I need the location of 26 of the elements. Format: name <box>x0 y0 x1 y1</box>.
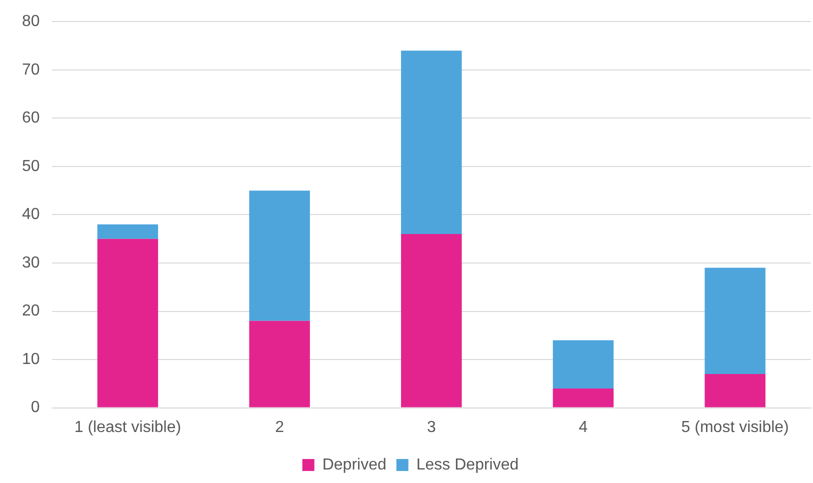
y-tick-label: 30 <box>22 254 40 272</box>
y-tick-label: 60 <box>22 110 40 127</box>
bar <box>401 50 462 234</box>
bar <box>552 340 614 388</box>
x-tick-label: 4 <box>578 418 588 436</box>
x-tick-label: 2 <box>275 418 284 436</box>
x-tick-label: 1 (least visible) <box>74 418 182 436</box>
bar <box>249 320 310 408</box>
y-tick-label: 10 <box>22 350 40 368</box>
y-tick-label: 70 <box>22 61 40 78</box>
x-tick-label: 3 <box>426 418 436 436</box>
bar <box>97 238 158 408</box>
bar <box>249 190 310 321</box>
x-tick-label: 5 (most visible) <box>681 418 789 436</box>
legend-label: Less Deprived <box>416 456 519 474</box>
y-tick-label: 40 <box>22 206 40 224</box>
y-tick-label: 20 <box>22 302 40 320</box>
legend-label: Deprived <box>322 456 386 474</box>
bar <box>704 374 766 408</box>
bar <box>97 224 158 239</box>
bar <box>552 388 614 408</box>
y-tick-label: 50 <box>22 158 40 175</box>
y-tick-label: 80 <box>22 13 40 30</box>
y-tick-label: 0 <box>30 399 40 416</box>
bar <box>704 268 766 374</box>
bar <box>401 234 462 408</box>
